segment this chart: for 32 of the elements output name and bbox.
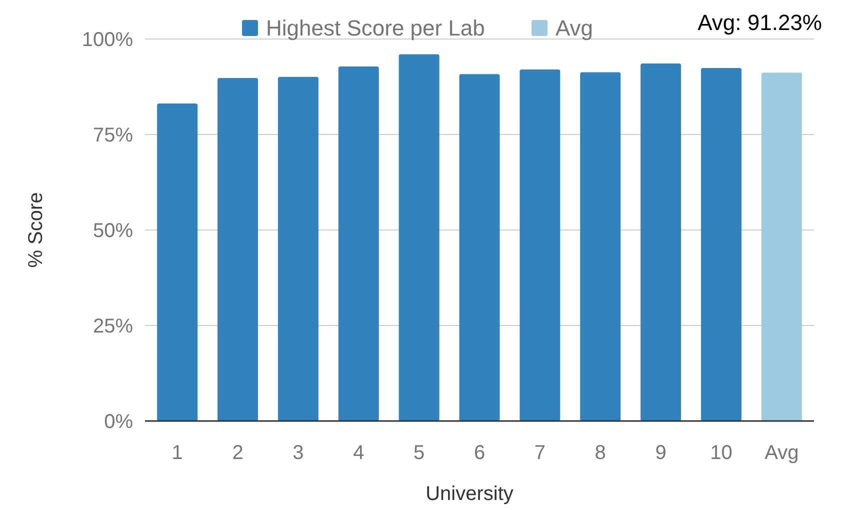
bar xyxy=(580,72,621,421)
bar xyxy=(157,104,198,421)
bar xyxy=(761,72,802,421)
x-tick-label: 7 xyxy=(534,442,546,464)
x-tick-label: 3 xyxy=(292,442,304,464)
x-tick-label: 2 xyxy=(232,442,244,464)
x-tick-label: 1 xyxy=(172,442,183,464)
x-axis-title: University xyxy=(426,483,514,505)
x-tick-label: 9 xyxy=(655,442,666,464)
x-tick-label: 8 xyxy=(594,442,606,464)
y-axis-title: % Score xyxy=(25,192,47,268)
x-tick-label: Avg xyxy=(764,442,799,464)
y-tick-label: 0% xyxy=(104,411,134,433)
bar xyxy=(338,66,379,421)
y-tick-label: 75% xyxy=(92,124,134,146)
bar xyxy=(278,76,318,421)
y-tick-label: 50% xyxy=(92,220,134,242)
bar xyxy=(640,63,682,421)
legend-label: Highest Score per Lab xyxy=(266,16,485,41)
y-tick-label: 25% xyxy=(92,316,134,338)
x-tick-label: 6 xyxy=(474,442,486,464)
bar xyxy=(700,68,742,421)
bar xyxy=(398,54,440,421)
text: Avg: 91.23% xyxy=(698,10,822,35)
y-tick-label: 100% xyxy=(82,29,134,51)
bar xyxy=(520,70,560,421)
x-tick-label: 10 xyxy=(710,442,732,464)
bar xyxy=(218,78,258,421)
legend-label: Avg xyxy=(556,16,594,41)
x-tick-label: 4 xyxy=(353,442,364,464)
x-tick-label: 5 xyxy=(414,442,425,464)
bar xyxy=(459,74,500,421)
